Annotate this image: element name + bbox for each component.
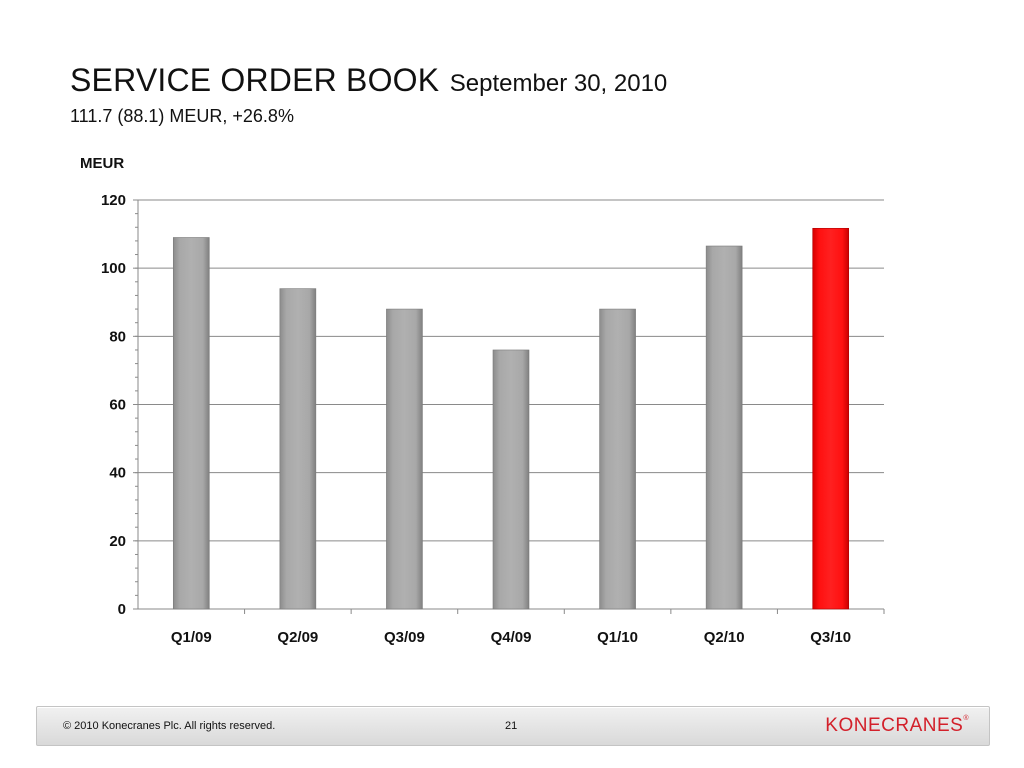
- y-tick-label: 0: [118, 601, 126, 618]
- x-tick-label: Q3/10: [810, 629, 851, 646]
- bar-q1-10: [599, 308, 636, 610]
- page-number: 21: [505, 720, 518, 732]
- slide-title: SERVICE ORDER BOOK September 30, 2010: [70, 62, 667, 99]
- y-tick-label: 20: [109, 533, 126, 550]
- x-tick-label: Q2/10: [704, 629, 745, 646]
- bar-q2-09: [279, 288, 317, 610]
- title-date: September 30, 2010: [449, 70, 668, 97]
- footer-bar: © 2010 Konecranes Plc. All rights reserv…: [36, 706, 990, 746]
- bar-q4-09: [492, 349, 530, 610]
- y-axis-ticks: 0 20 40 60 80 100 120: [101, 192, 126, 618]
- bars: [172, 227, 850, 610]
- bar-chart: MEUR 0 20 40 60 80 100 120 Q1/09 Q2/09 Q3/09 Q4/0…: [80, 155, 885, 646]
- x-tick-label: Q4/09: [491, 629, 532, 646]
- title-main: SERVICE ORDER BOOK: [70, 62, 440, 98]
- x-tick-label: Q1/10: [597, 629, 638, 646]
- x-tick-label: Q2/09: [277, 629, 318, 646]
- bar-q2-10: [705, 245, 743, 610]
- y-tick-label: 120: [101, 192, 126, 209]
- y-tick-label: 100: [101, 260, 126, 277]
- y-tick-label: 80: [109, 328, 126, 345]
- footer-copyright: © 2010 Konecranes Plc. All rights reserv…: [63, 720, 276, 732]
- x-tick-label: Q3/09: [384, 629, 425, 646]
- bar-q3-10: [812, 227, 850, 610]
- y-unit-label: MEUR: [80, 155, 124, 172]
- x-axis-ticks: Q1/09 Q2/09 Q3/09 Q4/09 Q1/10 Q2/10 Q3/10: [171, 629, 851, 646]
- y-tick-label: 60: [109, 397, 126, 414]
- konecranes-logo: KONECRANES®: [825, 715, 969, 736]
- logo-text: KONECRANES: [825, 715, 964, 736]
- bar-q3-09: [386, 308, 423, 610]
- slide-subtitle: 111.7 (88.1) MEUR, +26.8%: [70, 106, 294, 126]
- y-tick-label: 40: [109, 465, 126, 482]
- bar-q1-09: [172, 237, 210, 610]
- x-tick-label: Q1/09: [171, 629, 212, 646]
